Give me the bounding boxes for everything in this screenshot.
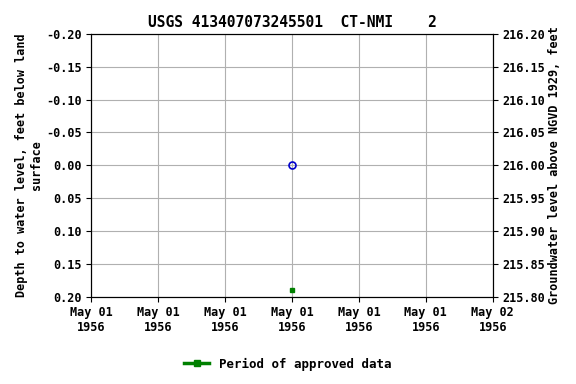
Y-axis label: Groundwater level above NGVD 1929, feet: Groundwater level above NGVD 1929, feet <box>548 26 561 304</box>
Legend: Period of approved data: Period of approved data <box>179 353 397 376</box>
Title: USGS 413407073245501  CT-NMI    2: USGS 413407073245501 CT-NMI 2 <box>147 15 436 30</box>
Y-axis label: Depth to water level, feet below land
surface: Depth to water level, feet below land su… <box>15 33 43 297</box>
